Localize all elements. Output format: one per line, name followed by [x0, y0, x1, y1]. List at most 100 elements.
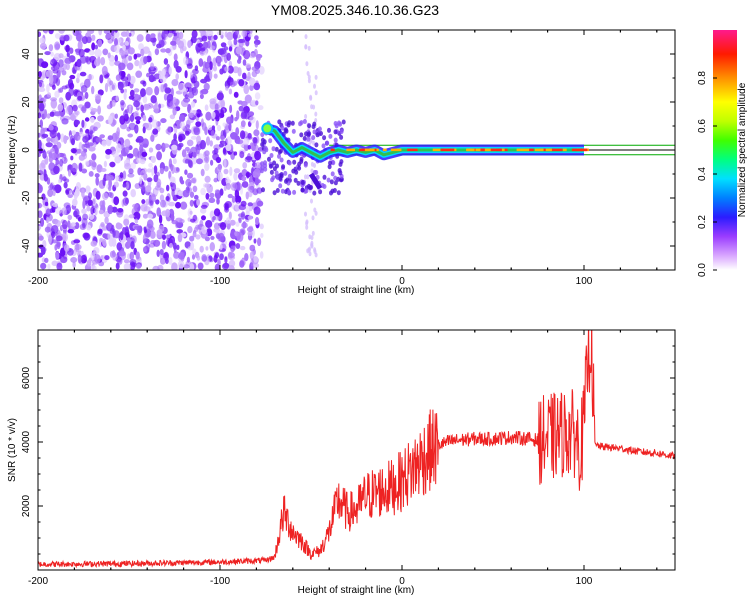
noise-dot [54, 43, 61, 50]
noise-dot [87, 142, 94, 147]
noise-dot [38, 184, 43, 194]
signal-core-segment [525, 148, 534, 152]
noise-dot [185, 178, 192, 187]
noise-dot [51, 152, 57, 160]
noise-dot [221, 263, 230, 270]
noise-dot [67, 193, 73, 198]
signal-scatter-dot [341, 119, 346, 125]
noise-dot [184, 82, 192, 89]
signal-scatter-dot [296, 180, 301, 186]
noise-dot [246, 171, 250, 179]
noise-dot [176, 37, 181, 46]
signal-scatter-dot [338, 121, 343, 127]
noise-dot [213, 147, 219, 155]
signal-scatter-dot [304, 188, 309, 194]
noise-dot [223, 158, 227, 168]
noise-dot [38, 210, 43, 219]
signal-scatter-dot [281, 164, 286, 170]
signal-scatter-dot [322, 135, 327, 141]
noise-dot [244, 94, 252, 104]
noise-dot [135, 70, 143, 78]
signal-track-inner [265, 126, 584, 159]
noise-dot [191, 155, 198, 165]
noise-dot [213, 34, 218, 41]
noise-dot [168, 257, 173, 265]
noise-dot [165, 208, 171, 218]
noise-dot [181, 149, 187, 158]
noise-dot [194, 194, 199, 200]
noise-dot [173, 32, 177, 37]
noise-dot [90, 116, 95, 123]
noise-dot [254, 150, 262, 161]
noise-dot [175, 221, 179, 229]
noise-dot [94, 93, 102, 100]
noise-dot [94, 204, 99, 210]
noise-dot [44, 30, 48, 34]
noise-dot [204, 156, 208, 162]
noise-dot [152, 38, 156, 47]
noise-dot [112, 150, 119, 158]
noise-dot [195, 121, 202, 127]
noise-dot [179, 121, 186, 129]
noise-dot [201, 225, 208, 235]
noise-dot [44, 109, 48, 119]
signal-scatter-dot [300, 180, 305, 185]
noise-dot [142, 213, 149, 219]
noise-dot [38, 71, 42, 78]
noise-dot [203, 49, 208, 56]
noise-dot [86, 224, 92, 231]
colorbar-ticks: 0.0 0.2 0.4 0.6 0.8 [697, 71, 717, 277]
noise-dot [172, 158, 177, 165]
noise-dot [186, 149, 193, 154]
noise-dot [184, 130, 190, 136]
noise-dot [184, 70, 188, 79]
noise-dot [131, 262, 138, 268]
noise-dot [173, 133, 177, 142]
noise-dot [202, 182, 211, 189]
noise-dot [46, 113, 51, 119]
noise-dot [309, 94, 313, 100]
noise-dot [124, 138, 131, 148]
noise-dot [149, 230, 156, 239]
signal-scatter-dot [339, 129, 344, 135]
noise-dot [125, 181, 130, 190]
signal-core-segment [501, 148, 505, 152]
noise-dot [210, 235, 215, 240]
noise-dot [257, 237, 262, 247]
noise-dot [154, 48, 160, 56]
noise-dot [78, 217, 82, 222]
noise-dot [102, 48, 109, 56]
noise-dot [39, 217, 45, 227]
x-tick-label: 100 [576, 576, 593, 587]
signal-scatter-dot [291, 168, 296, 174]
signal-scatter-dot [329, 190, 333, 196]
noise-dot [86, 205, 91, 212]
noise-dot [85, 55, 89, 63]
noise-dot [53, 111, 62, 117]
signal-core-segment [346, 148, 355, 152]
noise-dot [249, 244, 256, 252]
noise-dot [210, 130, 215, 136]
signal-scatter-dot [322, 174, 327, 180]
noise-dot [128, 168, 134, 175]
noise-dot [187, 40, 192, 49]
noise-dot [155, 199, 160, 205]
noise-dot [81, 119, 85, 128]
noise-dot [172, 242, 177, 250]
noise-dot [86, 259, 92, 267]
noise-dot [236, 232, 244, 242]
noise-dot [180, 180, 185, 185]
noise-dot [203, 82, 210, 91]
noise-dot [74, 119, 80, 125]
signal-scatter-dot [278, 183, 283, 189]
noise-dot [65, 189, 69, 196]
noise-dot [100, 255, 104, 261]
noise-dot [304, 114, 308, 119]
noise-dot [140, 80, 146, 85]
signal-scatter-dot [326, 177, 331, 183]
noise-dot [169, 45, 177, 51]
noise-dot [169, 114, 176, 120]
snr-x-ticks: -200 -100 0 100 [28, 329, 675, 587]
noise-dot [241, 181, 249, 188]
